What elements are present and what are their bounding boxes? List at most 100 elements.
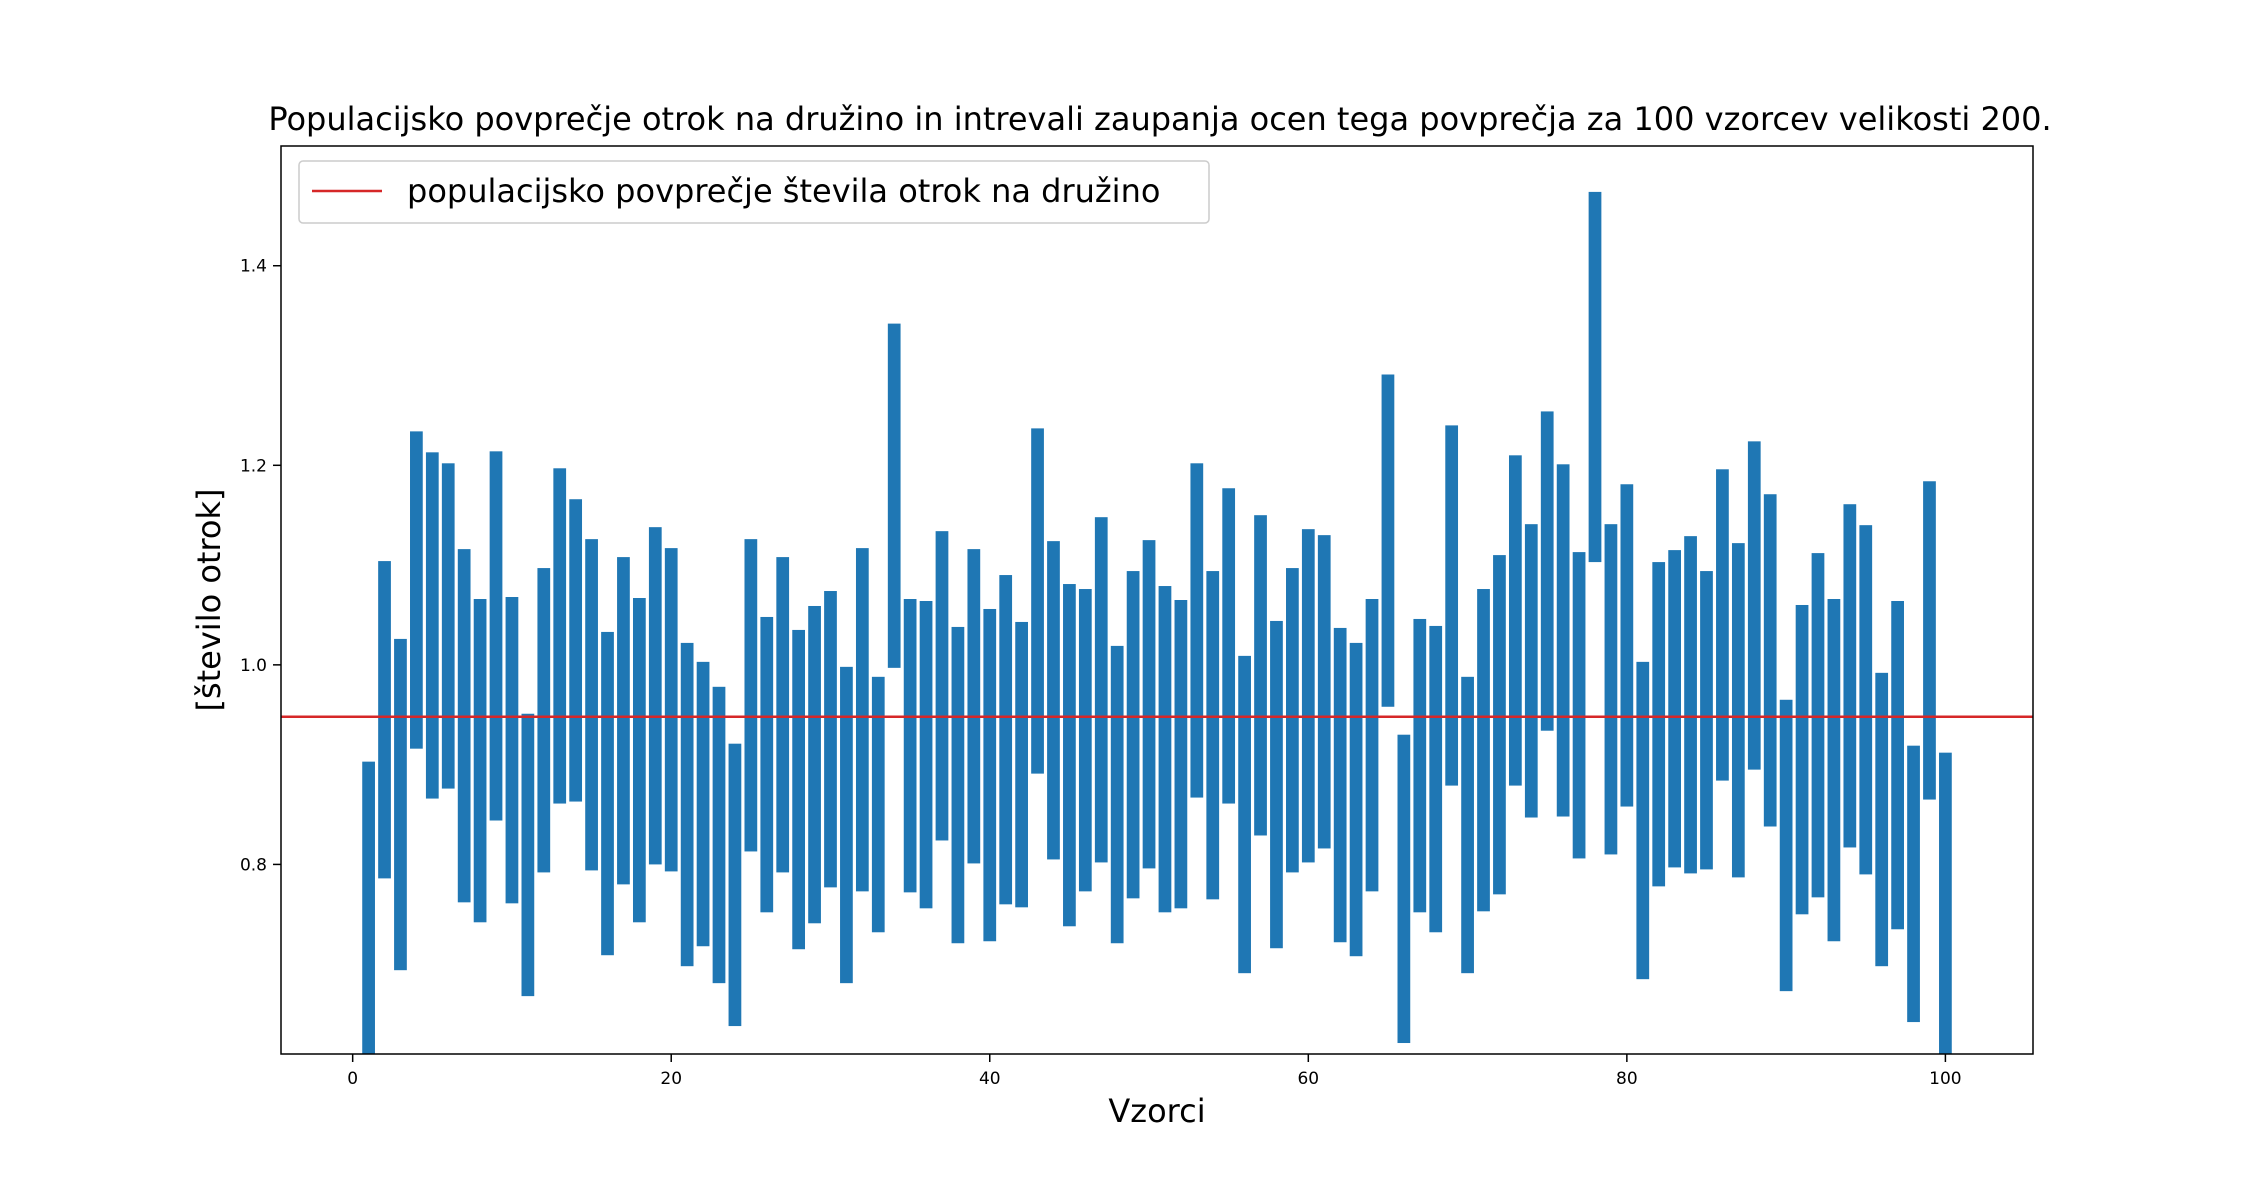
interval-bar (1684, 536, 1697, 874)
interval-bar (760, 616, 774, 913)
interval-bar (505, 597, 519, 904)
interval-bar (648, 527, 662, 865)
interval-bar (840, 666, 853, 984)
interval-bar (1923, 481, 1936, 800)
interval-bar (457, 549, 471, 903)
interval-bar (1078, 589, 1092, 892)
y-tick-label: 1.0 (240, 656, 267, 676)
interval-bar (1731, 543, 1745, 878)
interval-bar (1795, 604, 1809, 915)
interval-bar (1126, 571, 1140, 899)
interval-bar (378, 561, 391, 879)
interval-bar (489, 451, 503, 821)
interval-bar (1747, 441, 1761, 770)
interval-bar (1158, 586, 1172, 913)
interval-bar (1763, 494, 1777, 827)
interval-bar (553, 468, 567, 804)
interval-bar (632, 598, 646, 923)
interval-bar (1779, 699, 1793, 992)
x-tick-label: 100 (1929, 1069, 1961, 1089)
chart-title: Populacijsko povprečje otrok na družino … (268, 100, 2051, 138)
x-tick-label: 60 (1297, 1069, 1319, 1089)
interval-bar (1588, 191, 1602, 563)
interval-bar (696, 661, 710, 947)
interval-bar (983, 608, 997, 942)
interval-bar (999, 575, 1013, 905)
interval-bar (1891, 600, 1904, 930)
interval-bar (1270, 620, 1283, 949)
y-tick-label: 0.8 (240, 855, 267, 875)
x-axis-label: Vzorci (1108, 1092, 1205, 1130)
interval-bar (1572, 552, 1586, 859)
y-axis: 0.8 1.0 1.2 1.4 (240, 257, 281, 875)
x-tick-label: 20 (660, 1069, 682, 1089)
interval-bar (935, 531, 949, 841)
interval-bar (1397, 734, 1411, 1044)
interval-bar (1827, 599, 1841, 942)
interval-bar (1461, 676, 1474, 974)
interval-bar (1668, 550, 1682, 868)
interval-bar (712, 686, 726, 984)
interval-bar (521, 713, 535, 997)
interval-bar (362, 761, 375, 1054)
interval-bar (792, 629, 806, 950)
interval-bar (1700, 571, 1713, 870)
interval-bar (425, 452, 439, 799)
interval-bar (680, 642, 694, 967)
interval-bar (744, 539, 758, 852)
interval-bar (1875, 672, 1889, 967)
interval-bar (1301, 529, 1315, 863)
interval-bar (1063, 584, 1076, 927)
interval-bar (1907, 745, 1920, 1023)
interval-bar (1811, 553, 1825, 898)
interval-bar (1620, 484, 1634, 807)
interval-bar (1286, 568, 1299, 873)
interval-bar (537, 568, 551, 873)
interval-bar (585, 539, 598, 871)
interval-bar (1556, 464, 1570, 817)
interval-bar (1413, 618, 1427, 913)
interval-bar (1047, 541, 1060, 860)
interval-bar (871, 676, 885, 933)
interval-bar (887, 323, 901, 668)
x-tick-label: 40 (979, 1069, 1001, 1089)
y-axis-label: [število otrok] (190, 488, 228, 711)
interval-bar (1540, 411, 1554, 731)
legend-label: populacijsko povprečje števila otrok na … (407, 172, 1160, 210)
interval-bar (1508, 455, 1522, 786)
interval-bar (1142, 540, 1156, 869)
interval-bar (1652, 562, 1666, 887)
interval-bar (903, 599, 917, 893)
interval-bar (728, 743, 742, 1027)
interval-bar (808, 605, 821, 924)
interval-bar (1317, 535, 1331, 849)
interval-bar (1254, 515, 1267, 836)
legend-box (298, 160, 1210, 224)
interval-bar (410, 431, 423, 749)
interval-bar (1222, 488, 1236, 804)
interval-bar (1110, 645, 1124, 944)
interval-bar (1349, 642, 1363, 957)
bars-group (362, 191, 1952, 1054)
interval-bar (1939, 752, 1952, 1054)
interval-bar (1716, 469, 1729, 781)
interval-bar (1206, 571, 1220, 900)
interval-bar (601, 631, 614, 956)
interval-bar (1238, 655, 1251, 974)
interval-bar (1174, 600, 1188, 909)
interval-bar (1031, 428, 1044, 774)
interval-bar (569, 499, 583, 802)
y-tick-label: 1.4 (240, 257, 267, 277)
interval-bar (951, 626, 965, 944)
interval-bar (1524, 524, 1538, 818)
interval-bar (1381, 374, 1395, 707)
x-axis: 0 20 40 60 80 100 (347, 1054, 1962, 1089)
interval-bar (1604, 524, 1618, 855)
interval-bar (967, 549, 981, 864)
y-tick-label: 1.2 (240, 456, 267, 476)
interval-bar (1429, 625, 1443, 933)
interval-bar (824, 591, 837, 888)
x-tick-label: 0 (347, 1069, 358, 1089)
interval-bar (441, 463, 455, 789)
